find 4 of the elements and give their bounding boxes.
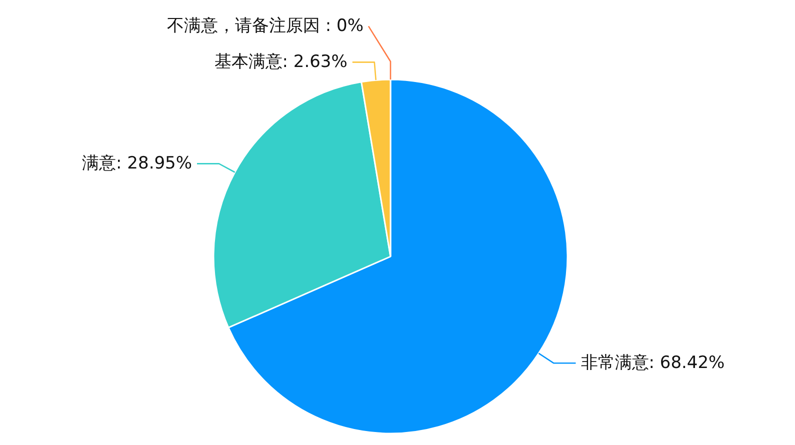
slice-label: 满意: 28.95% bbox=[82, 154, 192, 174]
slice-label: 非常满意: 68.42% bbox=[580, 353, 725, 374]
slice-label: 基本满意: 2.63% bbox=[214, 52, 348, 72]
category-label: 不满意，请备注原因 : 0% bbox=[166, 16, 364, 36]
